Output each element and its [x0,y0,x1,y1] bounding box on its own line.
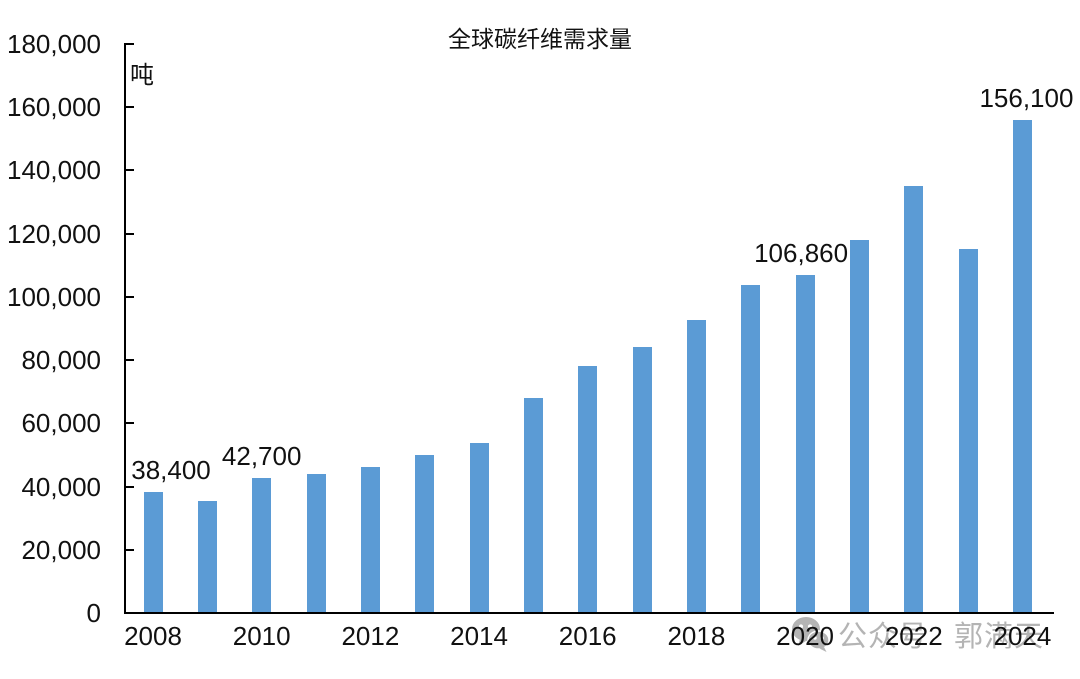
y-axis-tick-label: 20,000 [21,534,101,565]
y-axis-tick [126,43,134,45]
y-axis-tick-label: 100,000 [7,281,101,312]
bar-2024 [1012,119,1032,613]
x-axis-label-2012: 2012 [341,621,400,651]
data-label-2010: 42,700 [221,441,302,472]
bar-2014 [469,443,489,613]
x-axis-label-2018: 2018 [667,621,726,651]
bar-2018 [686,320,706,613]
bar-2021 [849,239,869,613]
y-axis-tick-label: 120,000 [7,218,101,249]
bar-2008 [143,491,163,613]
bar-2019 [741,285,761,613]
y-axis-tick [126,232,134,235]
y-axis-tick [126,359,134,362]
y-axis-tick-label: 180,000 [7,29,101,59]
y-axis-line [124,43,126,614]
y-axis-tick [126,548,134,551]
data-label-2020: 106,860 [754,238,849,269]
watermark: 公众号 郭满天 [790,613,1044,655]
y-axis-tick-label: 140,000 [7,155,101,186]
x-axis-label-2014: 2014 [450,621,508,651]
watermark-label-right: 郭满天 [954,621,1045,653]
y-axis-tick-label: 0 [86,598,101,628]
bar-2010 [252,478,272,613]
y-axis-tick [126,485,134,488]
y-axis-tick-label: 40,000 [21,471,101,502]
y-axis-tick [126,295,134,298]
wechat-icon [792,617,830,652]
x-axis-label-2010: 2010 [232,621,291,651]
bar-2012 [360,466,380,613]
y-axis-tick [126,169,134,172]
y-axis-tick-label: 160,000 [7,92,101,123]
bar-2016 [578,366,598,613]
chart-title: 全球碳纤维需求量 [448,26,632,52]
y-axis-tick-label: 80,000 [21,345,101,376]
data-label-2008: 38,400 [131,454,211,485]
x-axis-label-2016: 2016 [558,621,617,651]
bar-2023 [958,249,978,613]
bar-2011 [306,473,326,613]
x-axis-line [124,612,1054,614]
bar-2015 [523,398,543,613]
bar-2017 [632,346,652,613]
y-axis-tick [126,106,134,109]
bar-2022 [904,186,924,613]
bar-2020 [795,275,815,613]
x-axis-label-2024: 2024 [993,621,1052,651]
bar-2009 [197,501,217,613]
watermark-label-left: 公众号 [838,621,929,653]
x-axis-label-2020: 2020 [776,621,834,651]
x-axis-label-2008: 2008 [124,621,182,651]
y-axis-tick [126,422,134,425]
x-axis-label-2022: 2022 [884,621,943,651]
bar-2013 [415,454,435,613]
y-axis-unit-label: 吨 [130,62,154,89]
data-label-2024: 156,100 [979,82,1074,113]
y-axis-tick-label: 60,000 [21,408,101,439]
